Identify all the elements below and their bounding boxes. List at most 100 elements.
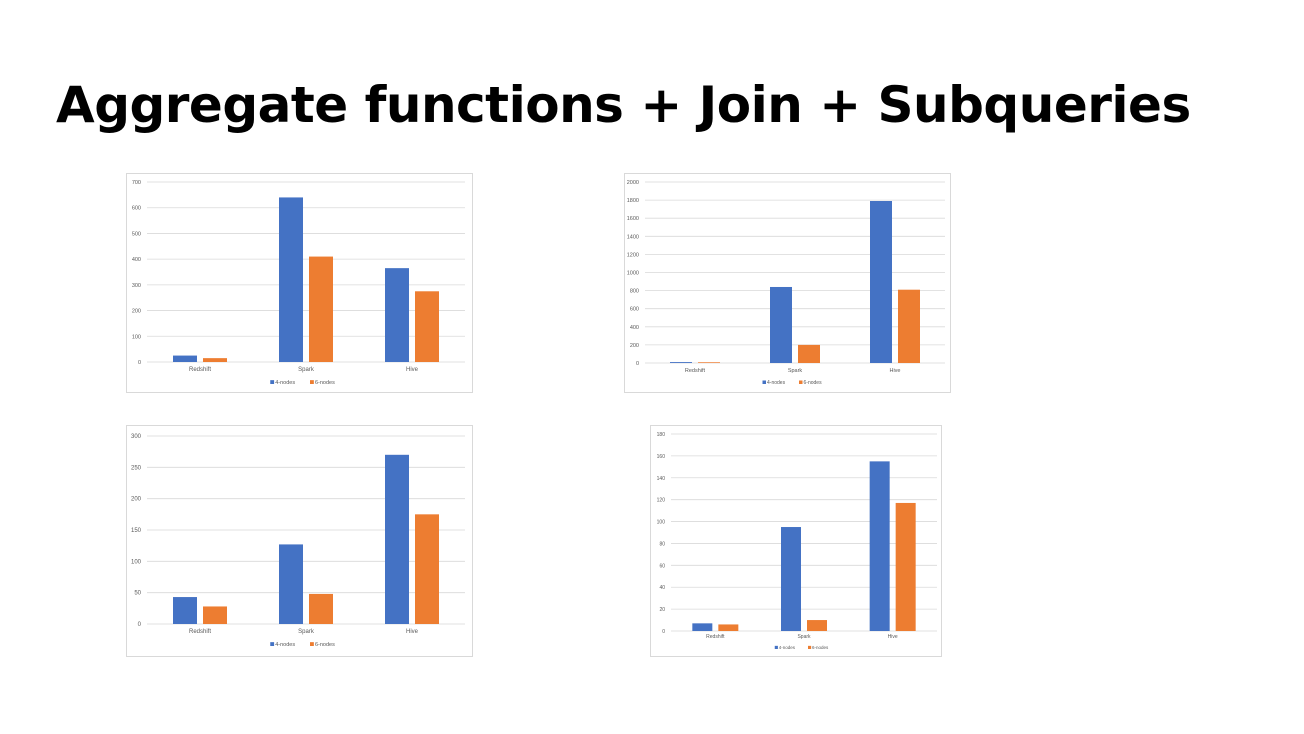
- bar-4-nodes-redshift: [173, 597, 197, 624]
- legend-swatch: [799, 380, 803, 384]
- x-category-label: Spark: [298, 629, 315, 635]
- bar-4-nodes-redshift: [670, 362, 692, 363]
- legend-label: 4-nodes: [275, 380, 295, 386]
- legend-swatch: [774, 645, 778, 649]
- bar-6-nodes-hive: [415, 291, 439, 362]
- y-tick-label: 400: [132, 257, 141, 263]
- y-tick-label: 150: [131, 528, 142, 534]
- y-tick-label: 120: [657, 498, 666, 504]
- y-tick-label: 50: [134, 591, 141, 597]
- legend-swatch: [310, 380, 314, 384]
- y-tick-label: 100: [132, 334, 141, 340]
- chart-legend: 4-nodes 6-nodes: [270, 380, 335, 386]
- legend-swatch: [310, 642, 314, 646]
- legend-label: 6-nodes: [315, 642, 335, 648]
- y-tick-label: 1200: [627, 252, 639, 258]
- chart-legend: 4-nodes 6-nodes: [762, 380, 823, 386]
- chart-top-right: 0 200 400 600 800 1000 1200 1400 1600 1800 2000 Red…: [624, 173, 951, 393]
- chart-svg: 0 100 200 300 400 500 600 700 Redshift Spark Hive 4…: [132, 180, 465, 386]
- y-tick-label: 2000: [627, 180, 639, 186]
- chart-legend: 4-nodes 6-nodes: [774, 645, 829, 650]
- y-tick-label: 600: [132, 206, 141, 212]
- chart-svg: 0 20 40 60 80 100 120 140 160 180 Redshift Spark Hiv…: [657, 432, 937, 650]
- bar-4-nodes-hive: [385, 268, 409, 362]
- legend-label: 4-nodes: [767, 380, 786, 386]
- chart-top-left: 0 100 200 300 400 500 600 700 Redshift Spark Hive 4…: [126, 173, 473, 393]
- y-tick-label: 250: [131, 465, 142, 471]
- bar-6-nodes-hive: [895, 502, 916, 631]
- legend-swatch: [270, 642, 275, 646]
- y-tick-label: 200: [131, 497, 142, 503]
- y-tick-label: 800: [630, 289, 639, 295]
- bar-6-nodes-spark: [807, 620, 827, 631]
- bar-6-nodes-spark: [309, 593, 333, 624]
- y-tick-label: 500: [132, 231, 141, 237]
- legend-swatch: [270, 380, 275, 384]
- bar-4-nodes-hive: [870, 201, 892, 363]
- bar-4-nodes-hive: [869, 461, 890, 631]
- x-category-label: Hive: [406, 367, 419, 373]
- y-tick-label: 0: [138, 622, 142, 628]
- y-tick-label: 0: [636, 361, 639, 367]
- y-tick-label: 300: [132, 283, 141, 289]
- y-tick-label: 1800: [627, 198, 639, 204]
- chart-legend: 4-nodes 6-nodes: [270, 642, 335, 648]
- x-category-label: Redshift: [685, 368, 706, 374]
- legend-label: 4-nodes: [779, 645, 796, 650]
- y-tick-label: 180: [657, 432, 666, 438]
- x-category-label: Hive: [889, 368, 900, 374]
- chart-bottom-right: 0 20 40 60 80 100 120 140 160 180 Redshift Spark Hiv…: [650, 425, 942, 657]
- bar-4-nodes-hive: [385, 454, 409, 624]
- bar-4-nodes-spark: [781, 527, 801, 631]
- y-tick-label: 300: [131, 434, 142, 440]
- y-tick-label: 700: [132, 180, 141, 186]
- bar-6-nodes-redshift: [203, 606, 227, 624]
- y-tick-label: 160: [657, 454, 666, 460]
- y-tick-label: 100: [657, 520, 666, 526]
- legend-label: 4-nodes: [275, 642, 295, 648]
- bar-6-nodes-spark: [798, 344, 820, 363]
- bar-6-nodes-spark: [309, 256, 333, 362]
- x-category-label: Hive: [406, 629, 419, 635]
- x-category-label: Spark: [298, 367, 315, 373]
- legend-swatch: [808, 645, 812, 649]
- y-tick-label: 80: [659, 541, 665, 547]
- bar-6-nodes-redshift: [203, 358, 227, 362]
- y-tick-label: 600: [630, 307, 639, 313]
- bar-6-nodes-hive: [898, 289, 920, 363]
- legend-label: 6-nodes: [315, 380, 335, 386]
- bar-6-nodes-hive: [415, 514, 439, 624]
- x-category-label: Spark: [797, 634, 811, 640]
- x-category-label: Redshift: [189, 629, 211, 635]
- chart-bottom-left: 0 50 100 150 200 250 300 Redshift Spark Hive 4-nod…: [126, 425, 473, 657]
- bar-4-nodes-redshift: [692, 623, 713, 631]
- y-tick-label: 1400: [627, 234, 639, 240]
- slide-title: Aggregate functions + Join + Subqueries: [56, 76, 1191, 134]
- legend-label: 6-nodes: [804, 380, 823, 386]
- y-tick-label: 140: [657, 476, 666, 482]
- x-category-label: Redshift: [706, 634, 725, 640]
- bar-4-nodes-spark: [279, 197, 303, 362]
- x-category-label: Spark: [788, 368, 803, 374]
- y-tick-label: 1600: [627, 216, 639, 222]
- y-tick-label: 60: [659, 563, 665, 569]
- legend-swatch: [762, 380, 766, 384]
- y-tick-label: 400: [630, 325, 639, 331]
- y-tick-label: 20: [659, 607, 665, 613]
- y-tick-label: 40: [659, 585, 665, 591]
- chart-svg: 0 200 400 600 800 1000 1200 1400 1600 1800 2000 Red…: [627, 180, 945, 386]
- chart-svg: 0 50 100 150 200 250 300 Redshift Spark Hive 4-nod…: [131, 434, 465, 648]
- legend-label: 6-nodes: [812, 645, 829, 650]
- y-tick-label: 200: [630, 343, 639, 349]
- x-category-label: Hive: [888, 634, 898, 640]
- y-tick-label: 0: [138, 360, 141, 366]
- bar-4-nodes-spark: [770, 286, 792, 363]
- y-tick-label: 1000: [627, 271, 639, 277]
- x-category-label: Redshift: [189, 367, 211, 373]
- bar-6-nodes-redshift: [718, 624, 739, 631]
- bar-4-nodes-redshift: [173, 355, 197, 362]
- y-tick-label: 200: [132, 309, 141, 315]
- y-tick-label: 0: [662, 629, 665, 635]
- y-tick-label: 100: [131, 559, 142, 565]
- bar-6-nodes-redshift: [698, 362, 720, 363]
